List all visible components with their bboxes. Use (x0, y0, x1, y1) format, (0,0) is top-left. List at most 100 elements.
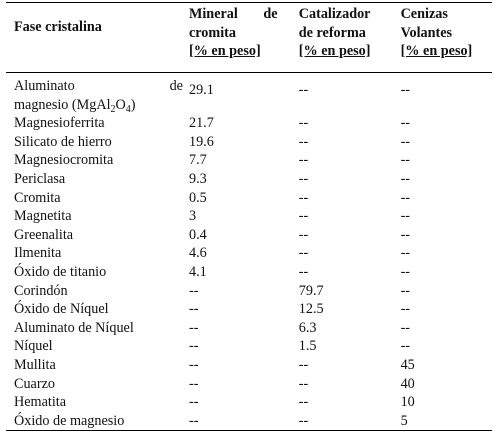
value-chromite: -- (188, 412, 199, 429)
row-phase: Periclasa (14, 170, 66, 187)
value-chromite: 29.1 (188, 82, 214, 98)
row-phase: Óxido de titanio (14, 263, 107, 280)
value-fly-ash: -- (400, 263, 411, 280)
value-catalyst: -- (298, 133, 309, 150)
row-phase: Mullita (14, 356, 56, 373)
phase-line1-a: Aluminato (14, 78, 75, 94)
table-row: Periclasa 9.3 -- -- (6, 170, 492, 189)
table-row: Corindón -- 79.7 -- (6, 282, 492, 301)
row-phase: Ilmenita (14, 245, 62, 262)
value-fly-ash: -- (400, 82, 411, 98)
phase-line2-post: ) (130, 96, 136, 113)
header-col3-line2: Volantes (400, 24, 453, 41)
value-catalyst: -- (298, 375, 309, 392)
table-row: Níquel -- 1.5 -- (6, 337, 492, 356)
header-col2-line1: Catalizador (298, 6, 371, 22)
value-catalyst: -- (298, 208, 309, 225)
value-chromite: 4.6 (188, 245, 207, 262)
value-fly-ash: -- (400, 170, 411, 187)
header-col2-line2: de reforma (298, 24, 366, 41)
value-fly-ash: -- (400, 338, 411, 355)
value-catalyst: -- (298, 82, 309, 98)
table-row: Silicato de hierro 19.6 -- -- (6, 133, 492, 152)
table-row: Óxido de Níquel -- 12.5 -- (6, 300, 492, 319)
value-chromite: 9.3 (188, 170, 207, 187)
table-row: Magnesiocromita 7.7 -- -- (6, 151, 492, 170)
value-fly-ash: -- (400, 133, 411, 150)
value-fly-ash: -- (400, 226, 411, 243)
header-col2-unit: [% en peso] (298, 43, 371, 60)
value-chromite: -- (188, 356, 199, 373)
header-col3-line1: Cenizas (400, 6, 448, 22)
value-chromite: -- (188, 319, 199, 336)
value-fly-ash: -- (400, 301, 411, 318)
table-row: Ilmenita 4.6 -- -- (6, 244, 492, 263)
row-phase: Cuarzo (14, 375, 55, 392)
value-catalyst: -- (298, 356, 309, 373)
value-chromite: -- (188, 282, 199, 299)
subscript-4: 4 (125, 103, 131, 115)
value-catalyst: 12.5 (298, 301, 324, 318)
value-catalyst: -- (298, 226, 309, 243)
value-catalyst: -- (298, 115, 309, 132)
row-phase: Aluminato de magnesio (MgAl2O4) (6, 73, 189, 115)
value-fly-ash: -- (400, 282, 411, 299)
table-row: Mullita -- -- 45 (6, 356, 492, 375)
row-phase: Cromita (14, 189, 61, 206)
value-catalyst: -- (298, 412, 309, 429)
row-phase: Silicato de hierro (14, 133, 112, 150)
value-chromite: 0.4 (188, 226, 207, 243)
header-chromite-ore: Mineral de cromita [% en peso] (189, 3, 299, 73)
value-fly-ash: 5 (400, 412, 408, 429)
value-chromite: -- (188, 301, 199, 318)
table-row: Cuarzo -- -- 40 (6, 375, 492, 394)
header-col1-line1: Mineral de (188, 6, 278, 22)
crystalline-phases-table: Fase cristalina Mineral de cromita [% en… (6, 2, 492, 431)
value-catalyst: -- (298, 245, 309, 262)
row-phase: Óxido de Níquel (14, 301, 109, 318)
value-fly-ash: 40 (400, 375, 415, 392)
value-catalyst: -- (298, 152, 309, 169)
value-fly-ash: 10 (400, 394, 415, 411)
value-chromite: 3 (188, 208, 197, 225)
table-row: Cromita 0.5 -- -- (6, 189, 492, 208)
row-phase: Greenalita (14, 226, 74, 243)
row-phase: Hematita (14, 394, 66, 411)
value-chromite: -- (188, 338, 199, 355)
table-row: Greenalita 0.4 -- -- (6, 226, 492, 245)
value-catalyst: -- (298, 170, 309, 187)
table-row: Aluminato de magnesio (MgAl2O4) 29.1 -- … (6, 73, 492, 115)
row-phase: Corindón (14, 282, 68, 299)
phase-line2-mid: O (115, 96, 126, 113)
row-phase: Magnesiocromita (14, 152, 114, 169)
value-catalyst: -- (298, 189, 309, 206)
value-catalyst: -- (298, 263, 309, 280)
value-chromite: -- (188, 375, 199, 392)
value-fly-ash: -- (400, 208, 411, 225)
phase-line1-b: de (169, 78, 183, 94)
header-col3-unit: [% en peso] (400, 43, 473, 60)
table-row: Óxido de magnesio -- -- 5 (6, 412, 492, 431)
value-catalyst: 79.7 (298, 282, 324, 299)
table-row: Óxido de titanio 4.1 -- -- (6, 263, 492, 282)
value-chromite: 4.1 (188, 263, 207, 280)
row-phase: Magnesioferrita (14, 115, 105, 132)
row-phase: Óxido de magnesio (14, 412, 125, 429)
subscript-2: 2 (110, 103, 116, 115)
value-fly-ash: -- (400, 319, 411, 336)
value-fly-ash: -- (400, 245, 411, 262)
header-col1-line2: cromita (188, 24, 236, 41)
value-catalyst: 1.5 (298, 338, 317, 355)
value-fly-ash: -- (400, 189, 411, 206)
table-header-row: Fase cristalina Mineral de cromita [% en… (6, 2, 492, 73)
value-catalyst: -- (298, 394, 309, 411)
table-row: Magnesioferrita 21.7 -- -- (6, 114, 492, 133)
value-chromite: -- (188, 394, 199, 411)
value-fly-ash: 45 (400, 356, 415, 373)
row-phase: Aluminato de Níquel (14, 319, 134, 336)
header-reforming-catalyst: Catalizador de reforma [% en peso] (299, 3, 401, 73)
table-row: Magnetita 3 -- -- (6, 207, 492, 226)
value-fly-ash: -- (400, 152, 411, 169)
value-chromite: 19.6 (188, 133, 214, 150)
row-phase: Magnetita (14, 208, 72, 225)
